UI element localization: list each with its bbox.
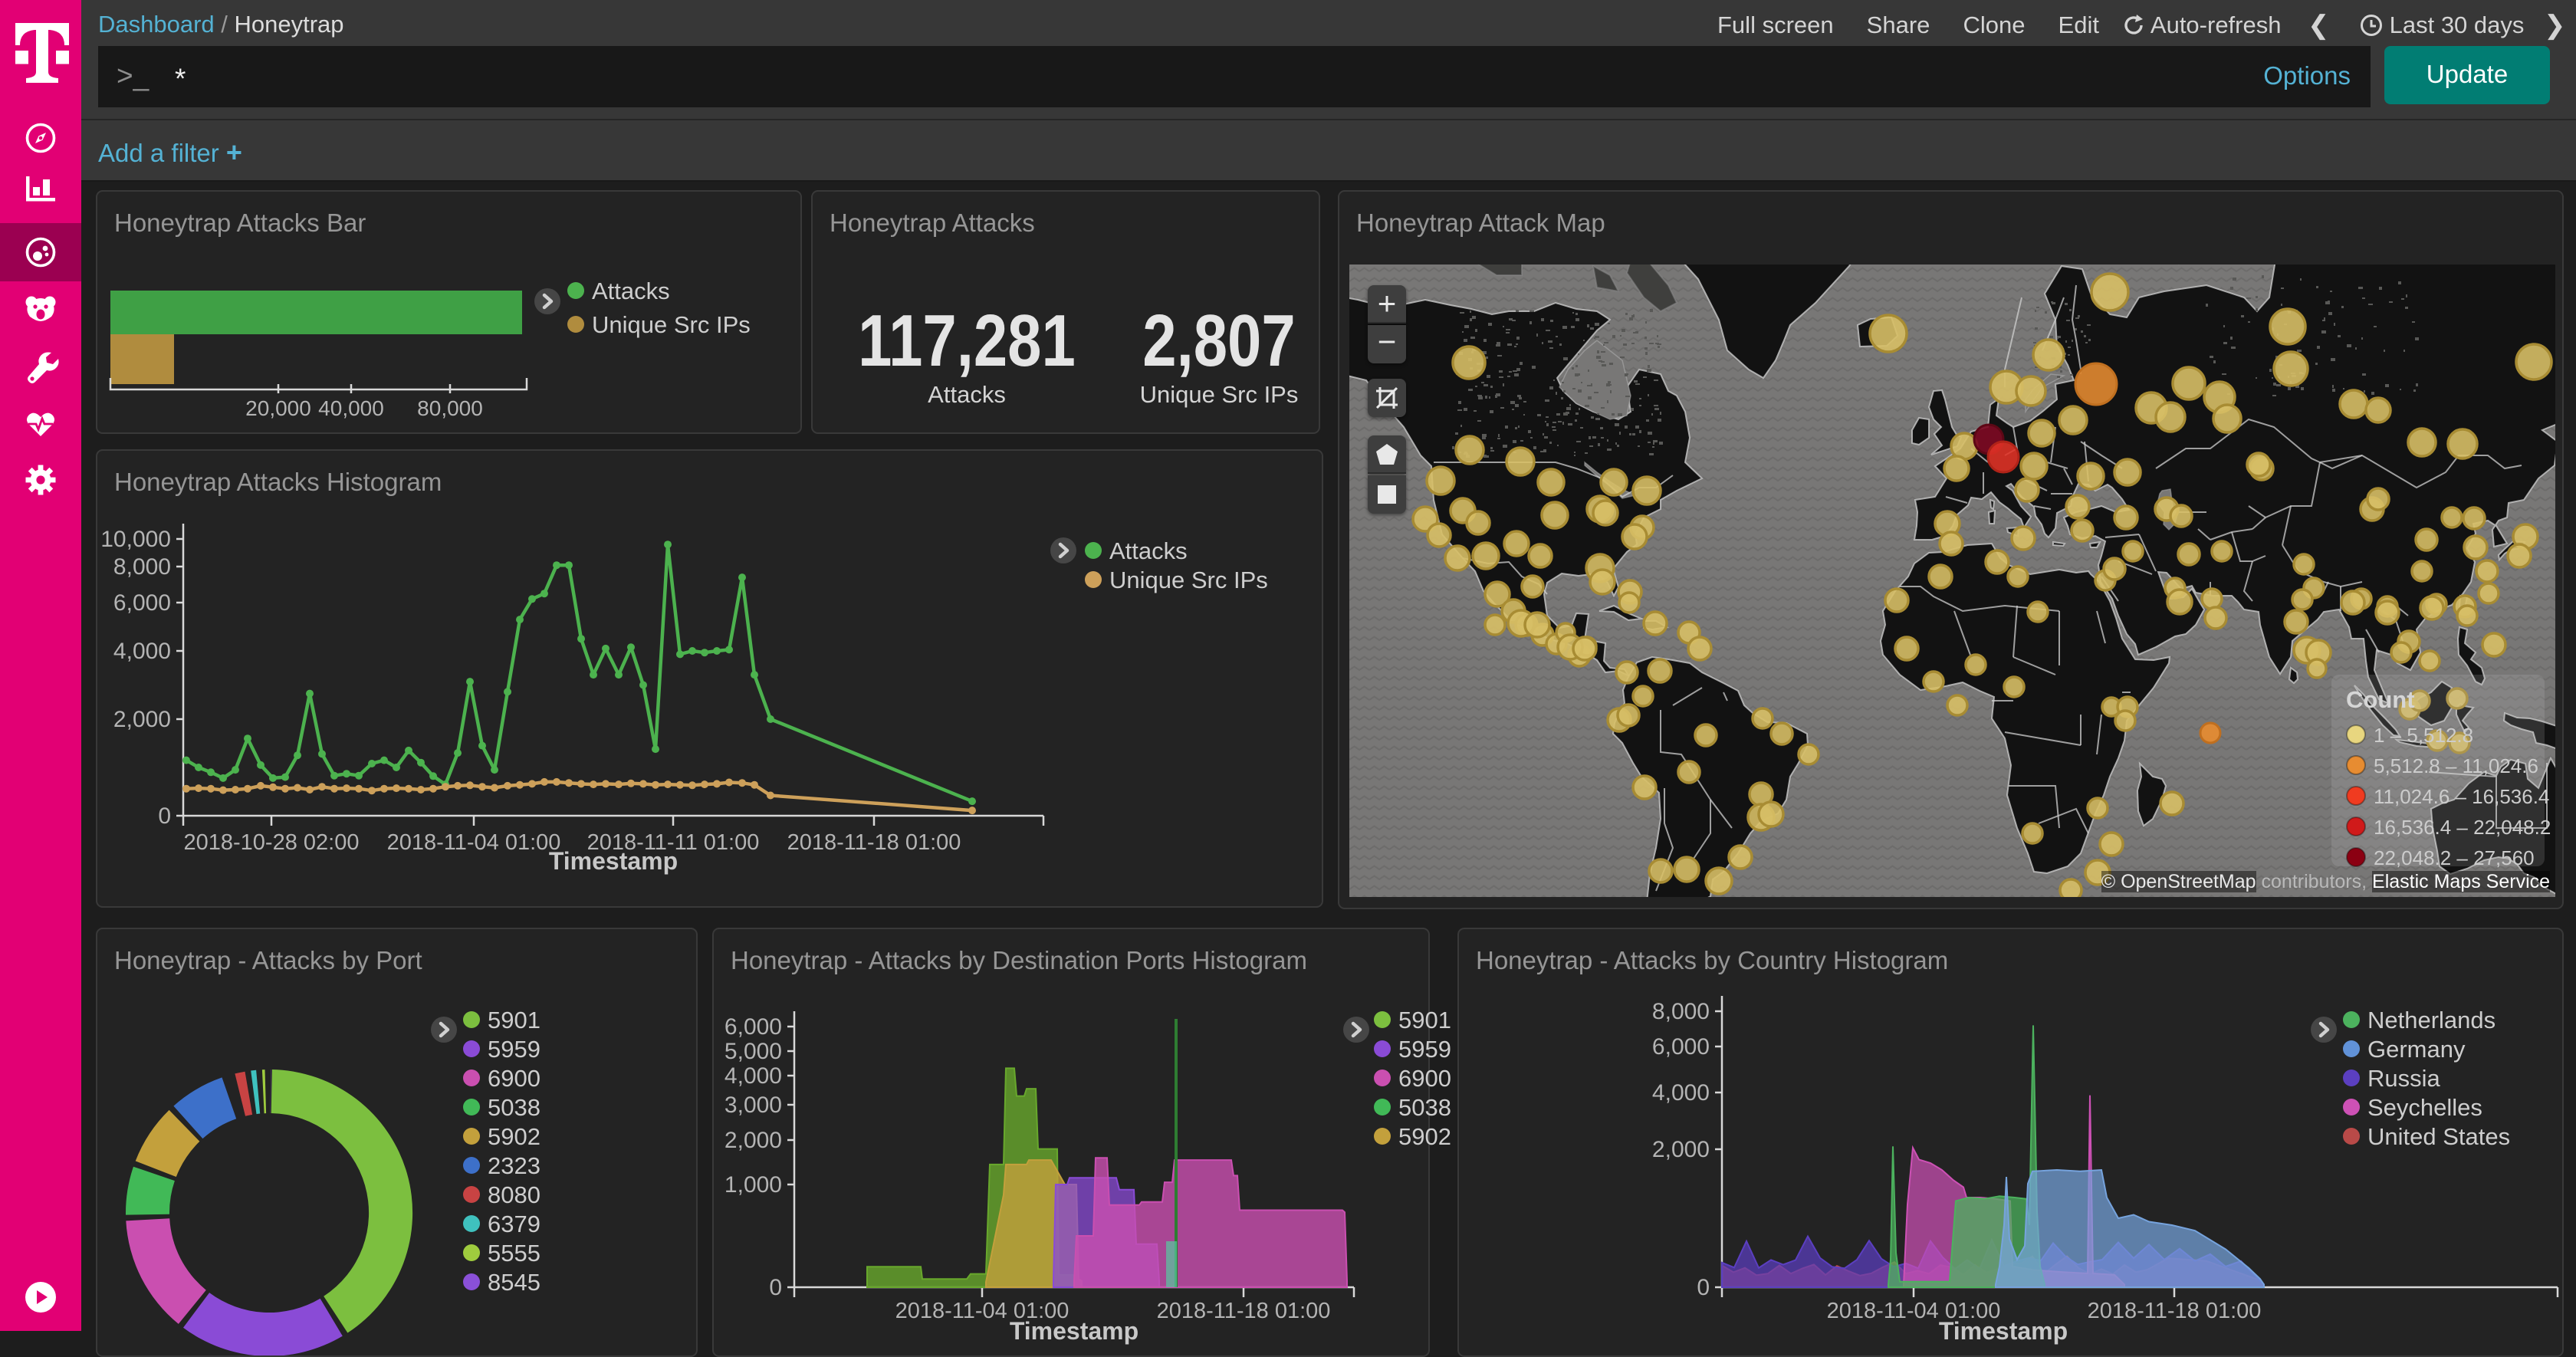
svg-text:2018-11-04 01:00: 2018-11-04 01:00 [1827, 1299, 2001, 1323]
svg-text:4,000: 4,000 [724, 1063, 782, 1089]
svg-text:United States: United States [2367, 1123, 2510, 1150]
svg-text:Germany: Germany [2367, 1036, 2466, 1063]
svg-text:11,024.6 – 16,536.4: 11,024.6 – 16,536.4 [2374, 785, 2549, 808]
svg-text:Timestamp: Timestamp [549, 847, 678, 875]
svg-text:2,000: 2,000 [1652, 1137, 1710, 1162]
svg-text:1,000: 1,000 [724, 1172, 782, 1198]
svg-text:2018-10-28 02:00: 2018-10-28 02:00 [184, 830, 360, 855]
svg-text:Russia: Russia [2367, 1065, 2441, 1092]
svg-text:4,000: 4,000 [1652, 1080, 1710, 1106]
svg-text:5902: 5902 [1398, 1123, 1451, 1150]
svg-text:0: 0 [1697, 1275, 1710, 1300]
svg-text:2,000: 2,000 [113, 707, 171, 732]
svg-text:Attacks: Attacks [592, 278, 670, 304]
svg-text:40,000: 40,000 [318, 396, 384, 420]
svg-text:10,000: 10,000 [100, 527, 171, 552]
svg-text:8,000: 8,000 [1652, 999, 1710, 1024]
svg-text:0: 0 [769, 1275, 782, 1300]
svg-text:6,000: 6,000 [724, 1014, 782, 1040]
svg-text:Attacks: Attacks [1109, 537, 1188, 564]
svg-text:2018-11-04 01:00: 2018-11-04 01:00 [895, 1299, 1070, 1323]
svg-text:2018-11-18 01:00: 2018-11-18 01:00 [787, 830, 961, 855]
svg-text:Unique Src IPs: Unique Src IPs [1109, 567, 1268, 593]
svg-text:5038: 5038 [488, 1094, 540, 1121]
svg-text:3,000: 3,000 [724, 1092, 782, 1118]
svg-text:2,000: 2,000 [724, 1128, 782, 1153]
svg-text:5,512.8 – 11,024.6: 5,512.8 – 11,024.6 [2374, 754, 2538, 777]
svg-text:5901: 5901 [488, 1007, 540, 1033]
svg-text:Count: Count [2346, 686, 2415, 713]
svg-text:2018-11-04 01:00: 2018-11-04 01:00 [387, 830, 561, 855]
svg-text:16,536.4 – 22,048.2: 16,536.4 – 22,048.2 [2374, 816, 2551, 839]
svg-text:5959: 5959 [488, 1036, 540, 1063]
svg-text:Netherlands: Netherlands [2367, 1007, 2496, 1033]
svg-text:6379: 6379 [488, 1211, 540, 1237]
svg-text:80,000: 80,000 [417, 396, 483, 420]
svg-text:6900: 6900 [1398, 1065, 1451, 1092]
svg-text:8080: 8080 [488, 1181, 540, 1208]
svg-text:5038: 5038 [1398, 1094, 1451, 1121]
svg-text:2323: 2323 [488, 1152, 540, 1179]
svg-text:8545: 8545 [488, 1269, 540, 1296]
svg-text:5959: 5959 [1398, 1036, 1451, 1063]
svg-text:0: 0 [158, 803, 171, 829]
svg-text:2018-11-18 01:00: 2018-11-18 01:00 [1157, 1299, 1331, 1323]
svg-text:20,000: 20,000 [245, 396, 311, 420]
svg-text:Timestamp: Timestamp [1010, 1317, 1138, 1345]
svg-text:22,048.2 – 27,560: 22,048.2 – 27,560 [2374, 846, 2535, 869]
svg-text:6900: 6900 [488, 1065, 540, 1092]
svg-text:4,000: 4,000 [113, 639, 171, 664]
svg-text:8,000: 8,000 [113, 554, 171, 580]
svg-text:5,000: 5,000 [724, 1039, 782, 1064]
svg-text:6,000: 6,000 [113, 590, 171, 616]
svg-text:5555: 5555 [488, 1240, 540, 1267]
svg-text:5901: 5901 [1398, 1007, 1451, 1033]
svg-text:Timestamp: Timestamp [1939, 1317, 2068, 1345]
svg-text:2018-11-18 01:00: 2018-11-18 01:00 [2088, 1299, 2262, 1323]
svg-text:Unique Src IPs: Unique Src IPs [592, 311, 751, 338]
svg-text:2018-11-11 01:00: 2018-11-11 01:00 [587, 830, 760, 855]
svg-text:6,000: 6,000 [1652, 1034, 1710, 1060]
svg-text:5902: 5902 [488, 1123, 540, 1150]
svg-text:Seychelles: Seychelles [2367, 1094, 2482, 1121]
svg-text:1 – 5,512.8: 1 – 5,512.8 [2374, 724, 2473, 747]
